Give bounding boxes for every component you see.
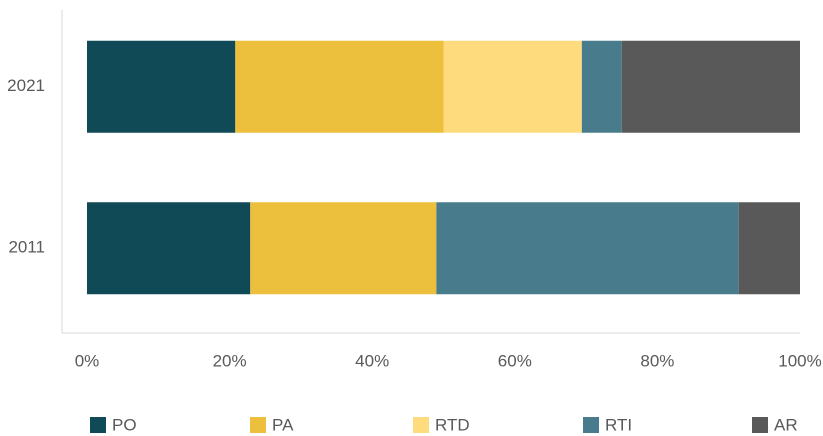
legend-label: PO xyxy=(112,415,137,434)
bar-segment xyxy=(436,202,739,295)
x-tick-label: 60% xyxy=(498,351,532,370)
legend-label: RTI xyxy=(605,415,632,434)
bar-segment xyxy=(443,40,582,133)
x-tick-label: 100% xyxy=(778,351,821,370)
bar-segment xyxy=(581,40,622,133)
legend-label: PA xyxy=(272,415,294,434)
bar-segment xyxy=(738,202,800,295)
legend-swatch xyxy=(583,417,599,433)
legend-label: AR xyxy=(774,415,798,434)
x-tick-label: 40% xyxy=(355,351,389,370)
legend-swatch xyxy=(250,417,266,433)
bar-segment xyxy=(621,40,800,133)
bar-segment xyxy=(87,202,251,295)
x-tick-label: 20% xyxy=(213,351,247,370)
y-tick-label: 2021 xyxy=(7,76,45,95)
legend-label: RTD xyxy=(435,415,470,434)
bar-segment xyxy=(250,202,437,295)
x-tick-label: 0% xyxy=(75,351,100,370)
bar-segment xyxy=(235,40,444,133)
bar-segment xyxy=(87,40,236,133)
x-tick-label: 80% xyxy=(640,351,674,370)
legend-swatch xyxy=(752,417,768,433)
legend-swatch xyxy=(413,417,429,433)
legend-swatch xyxy=(90,417,106,433)
y-tick-label: 2011 xyxy=(8,238,45,257)
